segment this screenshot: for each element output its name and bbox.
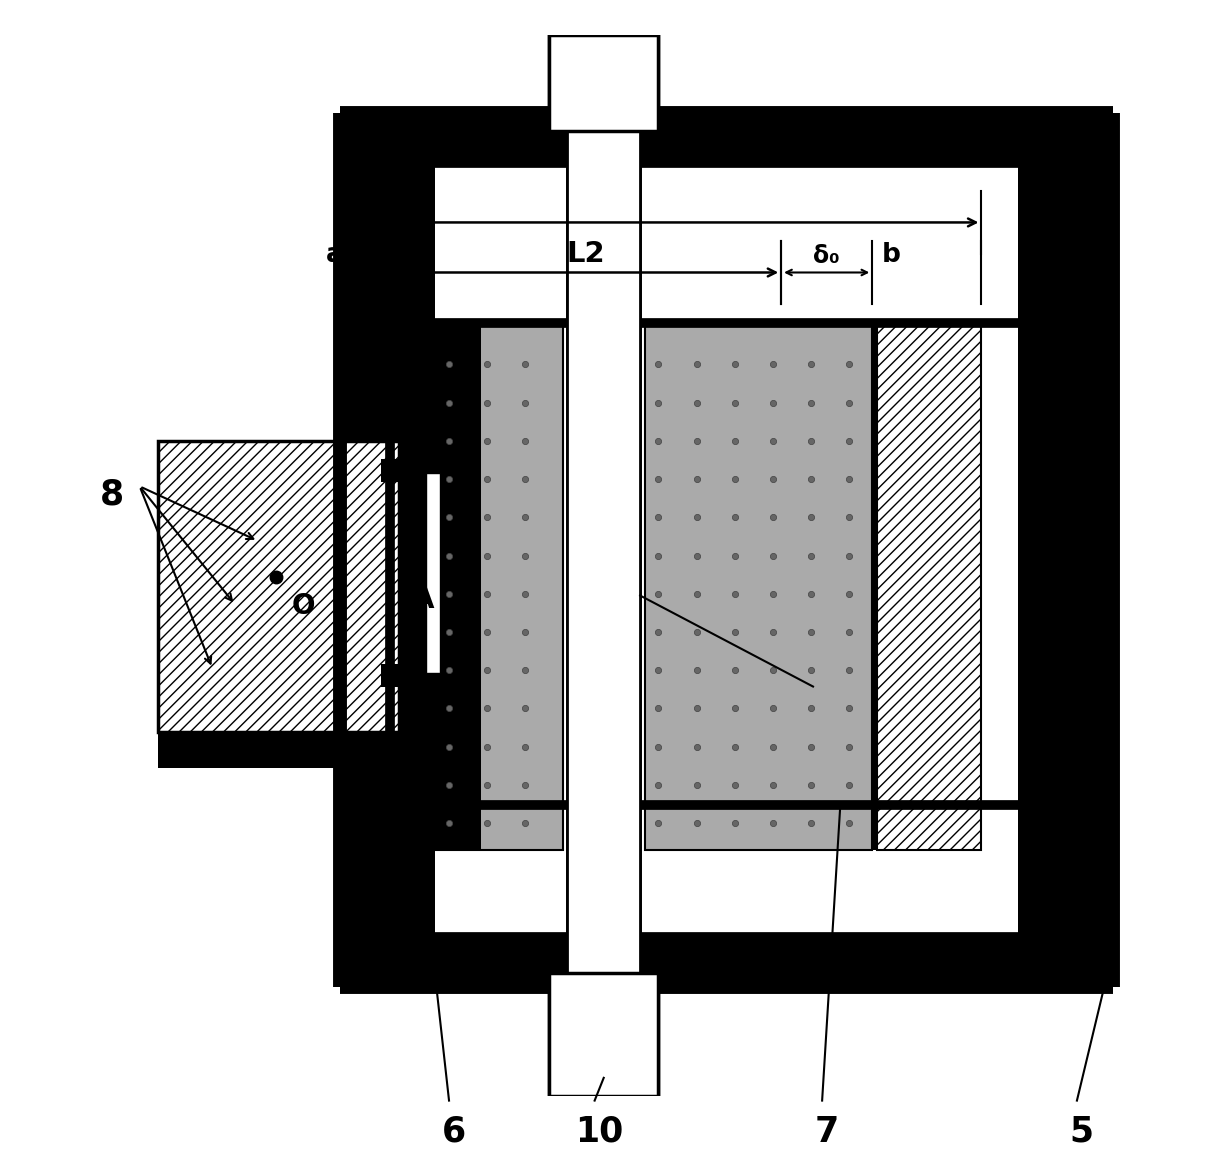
Bar [390,805,435,936]
Bar [435,323,563,850]
Bar [1063,113,1113,986]
Bar [395,805,567,850]
Text: L1: L1 [362,188,401,216]
Bar [549,35,659,132]
Bar [426,472,440,673]
Text: O: O [292,591,315,620]
Bar [435,323,481,850]
Bar [877,323,982,850]
Text: 7: 7 [814,1115,838,1149]
Bar [158,441,399,732]
Bar [340,113,390,986]
Text: L2: L2 [566,240,605,268]
Bar [640,278,1058,323]
Bar [435,163,1018,936]
Bar [390,163,435,936]
Text: 8: 8 [101,478,124,512]
Bar [645,323,872,850]
Bar [380,663,403,687]
Text: a₀: a₀ [326,241,356,268]
Text: 10: 10 [575,1115,623,1149]
Bar [395,278,567,323]
Bar [431,459,435,687]
Bar [549,35,659,132]
Text: b: b [881,241,900,268]
Bar [549,974,659,1096]
Bar [567,35,640,1096]
Bar [158,732,403,768]
Text: A: A [413,586,435,614]
Bar [872,323,895,850]
Bar [1018,163,1063,936]
Bar [340,113,1113,163]
Text: δ₀: δ₀ [813,244,840,268]
Bar [390,805,1063,850]
Text: 6: 6 [441,1115,465,1149]
Bar [640,805,1058,850]
Bar [340,936,1113,986]
Bar [549,974,659,1096]
Bar [380,459,403,482]
Bar [390,278,1063,323]
Text: 5: 5 [1069,1115,1094,1149]
Bar [567,35,640,1096]
Bar [390,163,1063,936]
